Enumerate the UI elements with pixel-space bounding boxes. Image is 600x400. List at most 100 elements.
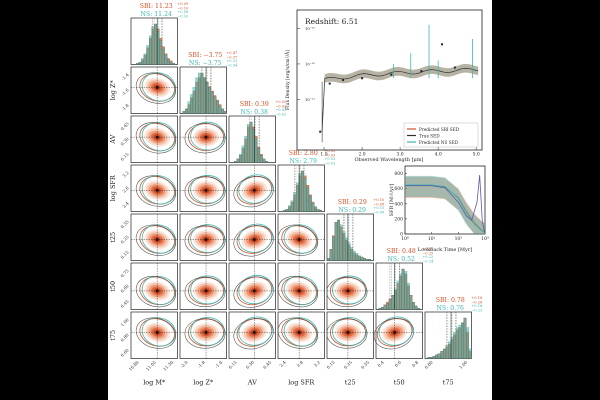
sbi-contour: [236, 225, 273, 254]
title-ns-4: NS: 0.29: [339, 207, 367, 214]
x-tick-label: 0.45: [262, 359, 272, 369]
title-sbi-sub-6: −0.28: [471, 301, 483, 305]
ns-hist-bar: [244, 136, 248, 163]
ns-hist-bar: [365, 259, 369, 261]
y-tick-label: 3.2: [121, 170, 129, 178]
ns-hist-bar: [339, 224, 343, 261]
ns-contour: [332, 275, 367, 305]
sed-plot-area: 1.0 2.0 3.0 4.0 5.0 10⁻¹⁹ 10⁻²⁰ 10⁻²¹: [297, 24, 480, 158]
sbi-contour: [281, 225, 317, 254]
ns-hist-bar: [197, 72, 201, 114]
ns-hist-bar: [442, 348, 446, 359]
ns-hist-bar: [262, 158, 266, 163]
sfh-x-tick-label: 10²: [455, 236, 463, 242]
title-ns-sup-5: +0.22: [422, 255, 433, 259]
sed-legend-true: True SED: [419, 134, 440, 139]
x-tick-label: 1.00: [458, 359, 468, 369]
ns-contour: [190, 275, 225, 305]
sbi-contour: [281, 276, 317, 306]
x-tick-label: 0.8: [411, 359, 419, 367]
title-ns-sup-4: +0.10: [373, 206, 385, 210]
title-ns-3: NS: 2.79: [290, 158, 318, 165]
outer-contour: [135, 72, 177, 104]
sfh-y-tick-label: 400: [394, 201, 403, 207]
ns-hist-bar: [154, 23, 157, 65]
ns-hist-bar: [190, 94, 194, 114]
title-ns-sup-0: +0.08: [177, 10, 189, 14]
sed-legend-box: [403, 122, 479, 148]
title-ns-1: NS: −3.75: [189, 60, 222, 67]
title-sbi-sub-4: −0.08: [373, 203, 385, 207]
title-sbi-3: SBI: 2.80: [289, 150, 318, 157]
truth-point: [252, 238, 256, 241]
ns-hist-bar: [182, 111, 186, 114]
ns-hist-bar: [427, 357, 431, 359]
title-ns-0: NS: 11.24: [141, 11, 172, 18]
y-axis-label-5: t50: [109, 281, 117, 292]
ns-hist-bar: [216, 101, 219, 114]
sfh-x-tick-label: 10⁰: [401, 236, 409, 242]
outer-contour: [184, 176, 226, 207]
ns-hist-bar: [430, 357, 433, 359]
corner-panel-6-0: [130, 311, 178, 359]
y-axis-label-4: t25: [109, 232, 117, 243]
x-tick-label: 3.2: [313, 359, 321, 367]
ns-hist-bar: [458, 325, 462, 359]
ns-hist-bar: [172, 63, 176, 65]
ns-hist-bar: [187, 101, 191, 114]
sed-xlabel: Observed Wavelength [μm]: [355, 157, 424, 163]
corner-panel-4-0: [130, 213, 178, 261]
ns-hist-bar: [301, 170, 304, 212]
title-ns-sub-6: −0.23: [471, 309, 483, 313]
outer-contour: [135, 275, 177, 308]
title-sbi-5: SBI: 0.48: [387, 248, 416, 255]
ns-hist-bar: [368, 259, 372, 261]
ns-hist-bar: [326, 258, 330, 261]
sbi-contour: [236, 276, 273, 306]
ns-hist-bar: [388, 299, 392, 310]
x-tick-label: 0.80: [424, 359, 434, 369]
y-axis-label-6: t75: [109, 330, 117, 341]
title-ns-sub-4: −0.08: [373, 211, 385, 215]
sed-legend-sbi: Predicted SBI SED: [419, 127, 460, 132]
ns-hist-bar: [234, 161, 237, 163]
ns-contour: [141, 317, 177, 347]
ns-hist-bar: [265, 161, 268, 163]
truth-point: [346, 331, 350, 334]
title-sbi-sup-3: +0.03: [324, 149, 336, 153]
title-sbi-sub-5: −0.25: [422, 252, 434, 256]
x-tick-label: 0.15: [326, 359, 336, 369]
ns-hist-bar: [213, 96, 217, 114]
sfh-axes-frame: [404, 165, 486, 235]
ns-hist-bar: [246, 124, 250, 163]
outer-contour: [326, 276, 368, 308]
sed-x-tick-label: 1.0: [320, 152, 327, 158]
ns-hist-bar: [381, 307, 384, 310]
sbi-contour: [236, 176, 273, 205]
outer-contour: [135, 122, 177, 154]
title-sbi-sup-0: +0.09: [177, 2, 189, 6]
ns-contour: [283, 275, 318, 305]
x-tick-label: -2.0: [179, 359, 188, 368]
corner-panel-2-2: [228, 115, 276, 163]
truth-point: [204, 135, 208, 139]
outer-contour: [135, 175, 177, 207]
title-ns-6: NS: 0.76: [437, 305, 465, 312]
outer-contour: [184, 225, 226, 256]
ns-contour: [238, 223, 273, 253]
corner-panel-6-6: [424, 311, 472, 359]
x-tick-label: -1.8: [197, 359, 206, 368]
title-sbi-6: SBI: 0.78: [436, 297, 465, 304]
title-ns-sub-5: −0.24: [422, 260, 434, 264]
sfh-line-ns: [405, 184, 486, 234]
sed-true-line: [321, 67, 479, 132]
ns-hist-bar: [461, 322, 464, 359]
title-sbi-sup-4: +0.10: [373, 198, 385, 202]
title-sbi-1: SBI: −3.75: [188, 52, 222, 59]
ns-hist-bar: [293, 192, 297, 212]
ns-hist-bar: [283, 210, 286, 212]
density-group: [135, 224, 177, 256]
ns-hist-bar: [432, 356, 436, 359]
ns-contour: [190, 224, 225, 253]
ns-contour: [190, 121, 225, 151]
